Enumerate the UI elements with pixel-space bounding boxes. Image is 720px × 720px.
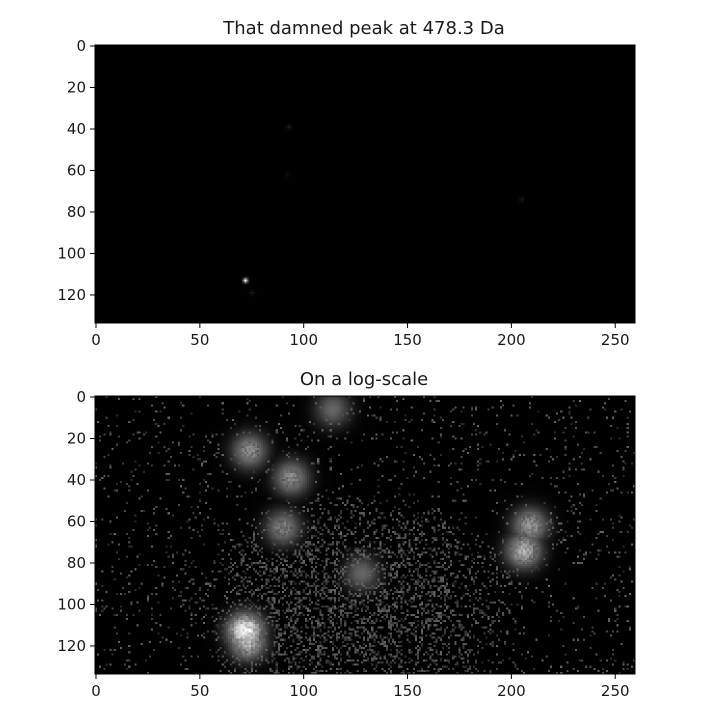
top-y-tick-label: 40 xyxy=(67,120,86,138)
bottom-x-tick-label: 100 xyxy=(289,682,318,700)
top-x-tick-label: 50 xyxy=(190,331,209,349)
panel-bottom-title: On a log-scale xyxy=(300,369,428,390)
top-x-tick-label: 150 xyxy=(393,331,422,349)
bottom-y-tick-label: 0 xyxy=(76,388,86,406)
panel-top-frame xyxy=(94,44,636,324)
top-x-tick-label: 200 xyxy=(497,331,526,349)
top-y-tick-label: 20 xyxy=(67,78,86,96)
top-x-tick-label: 250 xyxy=(601,331,630,349)
bottom-x-tick-label: 150 xyxy=(393,682,422,700)
bottom-y-tick-label: 60 xyxy=(67,512,86,530)
top-y-tick-label: 0 xyxy=(76,37,86,55)
top-y-tick-label: 100 xyxy=(57,244,86,262)
bottom-y-tick-label: 40 xyxy=(67,471,86,489)
top-x-tick-label: 100 xyxy=(289,331,318,349)
panel-top-heatmap xyxy=(95,45,635,323)
top-y-tick-label: 120 xyxy=(57,286,86,304)
top-x-tick-label: 0 xyxy=(91,331,101,349)
bottom-x-tick-label: 50 xyxy=(190,682,209,700)
top-y-tick-label: 80 xyxy=(67,203,86,221)
panel-bottom: On a log-scale 0 50 100 150 200 250 0 20 40 60 80 1… xyxy=(57,369,636,700)
bottom-y-tick-label: 20 xyxy=(67,429,86,447)
top-y-tick-label: 60 xyxy=(67,161,86,179)
bottom-y-tick-label: 100 xyxy=(57,595,86,613)
panel-bottom-heatmap xyxy=(95,396,635,674)
panel-bottom-frame xyxy=(94,395,636,675)
panel-top-title: That damned peak at 478.3 Da xyxy=(222,18,504,39)
bottom-x-tick-label: 0 xyxy=(91,682,101,700)
bottom-y-tick-label: 80 xyxy=(67,554,86,572)
bottom-x-tick-label: 250 xyxy=(601,682,630,700)
bottom-y-tick-label: 120 xyxy=(57,637,86,655)
bottom-x-tick-label: 200 xyxy=(497,682,526,700)
panel-top: That damned peak at 478.3 Da 0 50 100 150 20… xyxy=(57,18,636,349)
